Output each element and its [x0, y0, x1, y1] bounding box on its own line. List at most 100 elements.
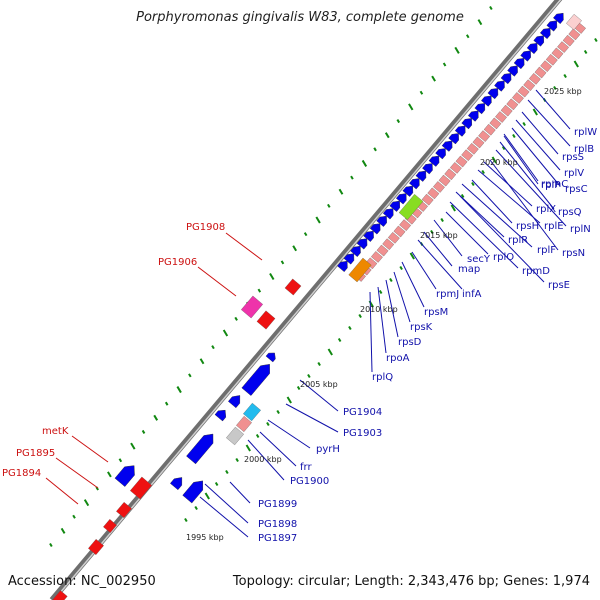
gene-arrow: [461, 118, 473, 130]
gc-tick-outer: [583, 49, 588, 55]
gc-tick-outer: [225, 469, 229, 475]
gene-PG1898: [170, 477, 183, 491]
gene-arrow: [441, 140, 453, 152]
gene-block: [438, 174, 451, 187]
gc-tick-outer: [481, 169, 485, 175]
gene-arrow: [553, 12, 564, 25]
scale-label: 2010 kbp: [360, 305, 398, 314]
gene-PG1897: [182, 480, 204, 504]
gene-label: PG1904: [343, 407, 382, 418]
gene-block: [382, 238, 395, 250]
gene-pyrH: [243, 402, 261, 422]
leader-line: [197, 266, 237, 297]
gene-block: [466, 143, 479, 155]
gene-block: [523, 79, 536, 92]
gc-tick-outer: [348, 325, 352, 331]
gene-label: rplW: [574, 127, 597, 138]
gene-block: [545, 54, 558, 66]
gc-tick-outer: [512, 133, 516, 139]
gene-red: [52, 590, 68, 600]
gc-tick-inner: [118, 458, 123, 463]
gene-PG1904: [241, 364, 270, 396]
gene-label: rplE: [544, 221, 564, 232]
gene-arrow: [507, 65, 518, 77]
gene-label: rplQ: [372, 372, 393, 383]
leader-line: [455, 191, 505, 238]
gene-arrow: [363, 230, 374, 242]
leader-line: [369, 291, 373, 373]
gene-arrow: [474, 103, 486, 115]
gc-tick-outer: [522, 121, 526, 127]
gene-PG1899: [186, 433, 214, 465]
gene-metK: [114, 465, 135, 487]
gc-tick-outer: [327, 348, 333, 356]
leader-line: [477, 169, 541, 224]
gene-arrow: [369, 223, 381, 235]
gene-arrow: [422, 163, 433, 175]
gene-block: [444, 168, 457, 181]
gene-small: [265, 352, 276, 363]
gene-label: rplV: [564, 168, 584, 179]
gc-tick-outer: [501, 145, 506, 151]
leader-line: [449, 201, 519, 269]
leader-line: [503, 133, 539, 182]
gc-tick-inner: [107, 471, 112, 478]
gene-block: [500, 104, 513, 117]
leader-line: [45, 477, 79, 505]
gene-label: PG1906: [158, 257, 197, 268]
leader-line: [225, 232, 263, 261]
leader-line: [71, 435, 109, 463]
gene-block: [433, 181, 445, 193]
gene-label: PG1898: [258, 519, 297, 530]
gene-label: metK: [42, 426, 69, 437]
gene-block: [517, 85, 530, 98]
gene-arrow: [376, 215, 387, 227]
leader-line: [527, 99, 571, 147]
gene-block: [393, 225, 406, 238]
leader-line: [401, 261, 425, 308]
scale-label: 2005 kbp: [300, 380, 338, 389]
gene-label: rpsK: [410, 322, 433, 333]
gc-tick-outer: [389, 277, 393, 283]
gc-tick-outer: [194, 505, 198, 511]
scale-label: 2000 kbp: [244, 455, 282, 464]
gene-arrow: [409, 178, 420, 190]
gc-tick-inner: [350, 175, 354, 180]
leader-line: [259, 431, 297, 467]
gene-block: [371, 251, 383, 263]
gc-tick-inner: [373, 147, 377, 152]
gene-block: [534, 66, 547, 79]
gc-tick-inner: [465, 34, 470, 39]
gene-block: [376, 244, 389, 257]
gc-tick-outer: [440, 217, 444, 223]
gc-tick-outer: [594, 37, 598, 43]
gene-label: PG1894: [2, 468, 41, 479]
gc-tick-inner: [269, 272, 275, 281]
genome-summary: Topology: circular; Length: 2,343,476 bp…: [232, 574, 590, 589]
gene-block: [551, 47, 564, 60]
gene-block: [512, 92, 524, 104]
gene-label: secY: [467, 254, 491, 265]
gene-arrow: [448, 133, 459, 145]
gc-tick-outer: [399, 265, 403, 271]
gene-label: rplO: [493, 252, 514, 263]
gene-label: rpsN: [562, 248, 585, 259]
gene-label: rpsE: [548, 280, 570, 291]
leader-line: [511, 127, 561, 187]
gc-tick-inner: [384, 132, 390, 139]
gene-secY: [398, 194, 424, 220]
gene-arrow: [539, 27, 551, 40]
gene-arrow: [520, 50, 531, 62]
leader-line: [285, 403, 339, 433]
gene-arrow: [467, 110, 479, 122]
gene-label: PG1895: [16, 448, 55, 459]
gene-rplB: [566, 13, 582, 31]
gc-tick-outer: [184, 517, 188, 523]
gene-block: [449, 162, 462, 174]
gene-block: [489, 117, 502, 130]
gc-tick-inner: [130, 442, 136, 450]
gc-tick-inner: [153, 414, 159, 421]
gc-tick-inner: [477, 19, 483, 26]
gene-red: [103, 519, 117, 533]
gene-frr: [236, 415, 252, 433]
